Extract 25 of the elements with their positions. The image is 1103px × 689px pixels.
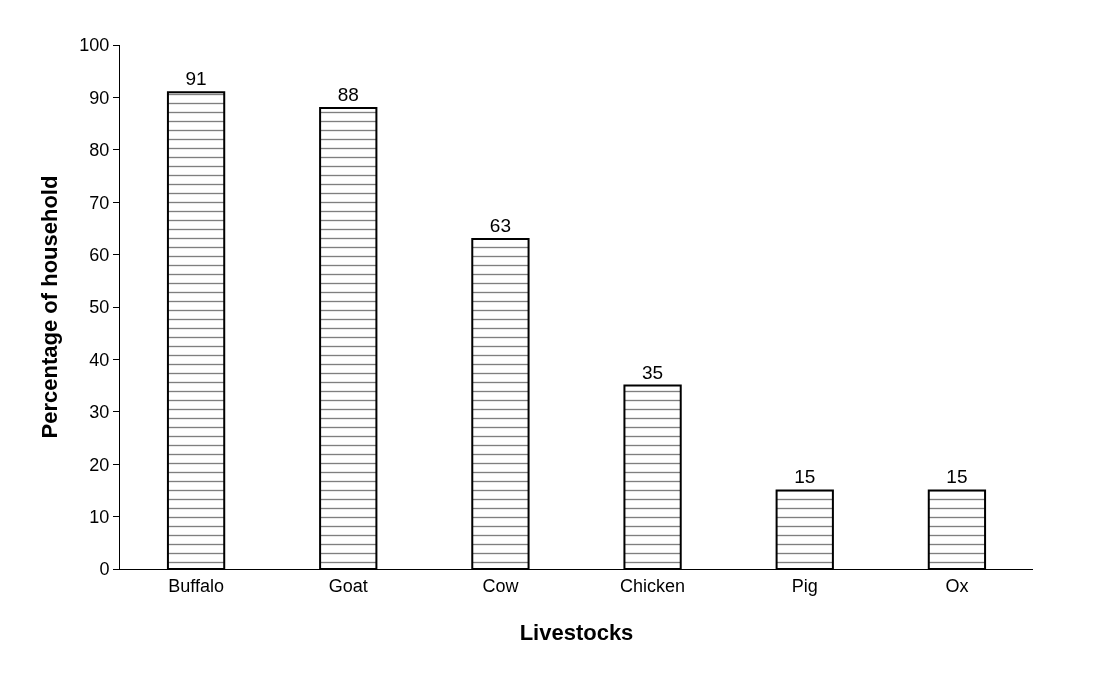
y-tick-label: 10 — [89, 506, 110, 527]
data-label: 15 — [946, 466, 968, 488]
data-label: 88 — [337, 83, 359, 105]
x-tick-label: Chicken — [620, 575, 686, 596]
y-tick-label: 60 — [89, 244, 110, 265]
y-tick-label: 30 — [89, 402, 110, 423]
x-tick-label: Buffalo — [168, 575, 224, 596]
x-tick-label: Cow — [482, 575, 520, 596]
y-tick-label: 40 — [89, 349, 110, 370]
y-tick-label: 20 — [89, 454, 110, 475]
y-tick-label: 50 — [89, 297, 110, 318]
y-tick-label: 80 — [89, 140, 110, 161]
x-axis-title: Livestocks — [519, 620, 634, 646]
x-tick-label: Pig — [791, 575, 818, 596]
y-tick-label: 70 — [89, 192, 110, 213]
y-tick-label: 0 — [99, 559, 110, 580]
y-tick-label: 100 — [79, 35, 110, 56]
x-tick-label: Ox — [945, 575, 969, 596]
data-label: 91 — [185, 68, 207, 90]
data-label: 35 — [642, 361, 664, 383]
y-axis-title: Percentage of household — [37, 175, 63, 439]
y-tick-label: 90 — [89, 87, 110, 108]
data-label: 15 — [794, 466, 816, 488]
data-label: 63 — [489, 214, 511, 236]
x-tick-label: Goat — [328, 575, 368, 596]
